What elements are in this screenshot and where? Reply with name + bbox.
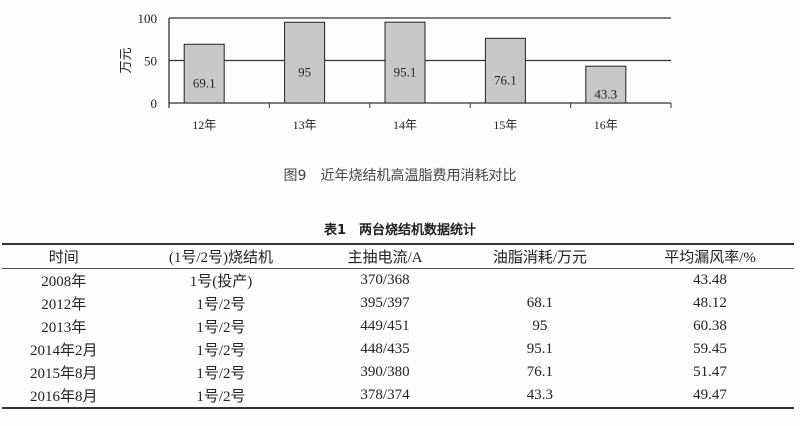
column-header: 平均漏风率/% bbox=[664, 250, 756, 266]
figure-caption: 图9 近年烧结机高温脂费用消耗对比 bbox=[283, 168, 517, 184]
y-axis-label: 万元 bbox=[118, 47, 133, 73]
table-header-row: 时间 (1号/2号)烧结机 主抽电流/A 油脂消耗/万元 平均漏风率/% bbox=[2, 244, 794, 269]
table-row: 2014年2月 1号/2号 448/435 95.1 59.45 bbox=[2, 338, 794, 361]
table-row: 2008年 1号(投产) 370/368 43.48 bbox=[2, 269, 794, 293]
table-cell: 59.45 bbox=[693, 341, 727, 357]
table-row: 2015年8月 1号/2号 390/380 76.1 51.47 bbox=[2, 361, 794, 384]
table-cell: 449/451 bbox=[360, 318, 410, 334]
bar bbox=[484, 37, 526, 104]
table-cell: 43.3 bbox=[526, 387, 554, 403]
table-row: 2016年8月 1号/2号 378/374 43.3 49.47 bbox=[2, 384, 794, 408]
x-tick-label: 15年 bbox=[493, 118, 517, 132]
table-cell: 2013年 bbox=[41, 320, 87, 336]
column-header: (1号/2号)烧结机 bbox=[168, 250, 274, 266]
table-cell: 51.47 bbox=[693, 364, 727, 380]
table-cell: 43.48 bbox=[693, 272, 727, 288]
table-cell: 2014年2月 bbox=[30, 343, 98, 359]
table-title: 表1 两台烧结机数据统计 bbox=[323, 223, 477, 238]
table-cell: 49.47 bbox=[693, 387, 727, 403]
table-cell: 95.1 bbox=[526, 341, 554, 357]
bar bbox=[284, 21, 326, 104]
data-label: 95 bbox=[298, 65, 311, 80]
x-tick-label: 14年 bbox=[393, 118, 417, 132]
table-cell: 2015年8月 bbox=[30, 366, 98, 382]
table-cell: 2008年 bbox=[41, 274, 87, 290]
table-cell: 448/435 bbox=[360, 341, 410, 357]
x-tick-label: 16年 bbox=[594, 118, 618, 132]
y-tick-label: 50 bbox=[144, 54, 157, 69]
table-cell: 1号/2号 bbox=[196, 366, 246, 382]
table-cell: 370/368 bbox=[360, 272, 410, 288]
table-cell: 48.12 bbox=[693, 295, 727, 311]
table-row: 2012年 1号/2号 395/397 68.1 48.12 bbox=[2, 292, 794, 315]
table-row: 2013年 1号/2号 449/451 95 60.38 bbox=[2, 315, 794, 338]
table-cell: 1号(投产) bbox=[189, 274, 253, 290]
bar-chart: 0 50 100 万元 69.1 12年 95 13年 95.1 14年 76.1 15年 43.3 16… bbox=[118, 11, 672, 132]
table-cell: 378/374 bbox=[360, 387, 410, 403]
table-cell: 95 bbox=[532, 318, 548, 334]
table-cell: 60.38 bbox=[693, 318, 727, 334]
column-header: 油脂消耗/万元 bbox=[492, 250, 587, 266]
column-header: 时间 bbox=[48, 250, 79, 266]
data-label: 76.1 bbox=[494, 73, 517, 88]
table-cell: 2012年 bbox=[41, 297, 87, 313]
data-label: 69.1 bbox=[193, 76, 216, 91]
table-cell: 2016年8月 bbox=[30, 389, 98, 405]
table-cell bbox=[454, 269, 626, 293]
data-table: 时间 (1号/2号)烧结机 主抽电流/A 油脂消耗/万元 平均漏风率/% 2008年 1号… bbox=[2, 243, 794, 409]
y-tick-label: 100 bbox=[138, 11, 158, 26]
bar bbox=[183, 43, 225, 104]
table-cell: 1号/2号 bbox=[196, 343, 246, 359]
data-label: 43.3 bbox=[594, 87, 617, 102]
table-cell: 68.1 bbox=[526, 295, 554, 311]
bar bbox=[384, 21, 426, 104]
bar bbox=[585, 65, 627, 104]
table-cell: 1号/2号 bbox=[196, 320, 246, 336]
table-cell: 395/397 bbox=[360, 295, 410, 311]
column-header: 主抽电流/A bbox=[347, 250, 423, 266]
x-tick-label: 13年 bbox=[293, 118, 317, 132]
table-cell: 76.1 bbox=[526, 364, 554, 380]
table-cell: 1号/2号 bbox=[196, 297, 246, 313]
table-cell: 1号/2号 bbox=[196, 389, 246, 405]
data-label: 95.1 bbox=[394, 65, 417, 80]
y-tick-label: 0 bbox=[151, 96, 158, 111]
table-cell: 390/380 bbox=[360, 364, 410, 380]
x-tick-label: 12年 bbox=[192, 118, 216, 132]
